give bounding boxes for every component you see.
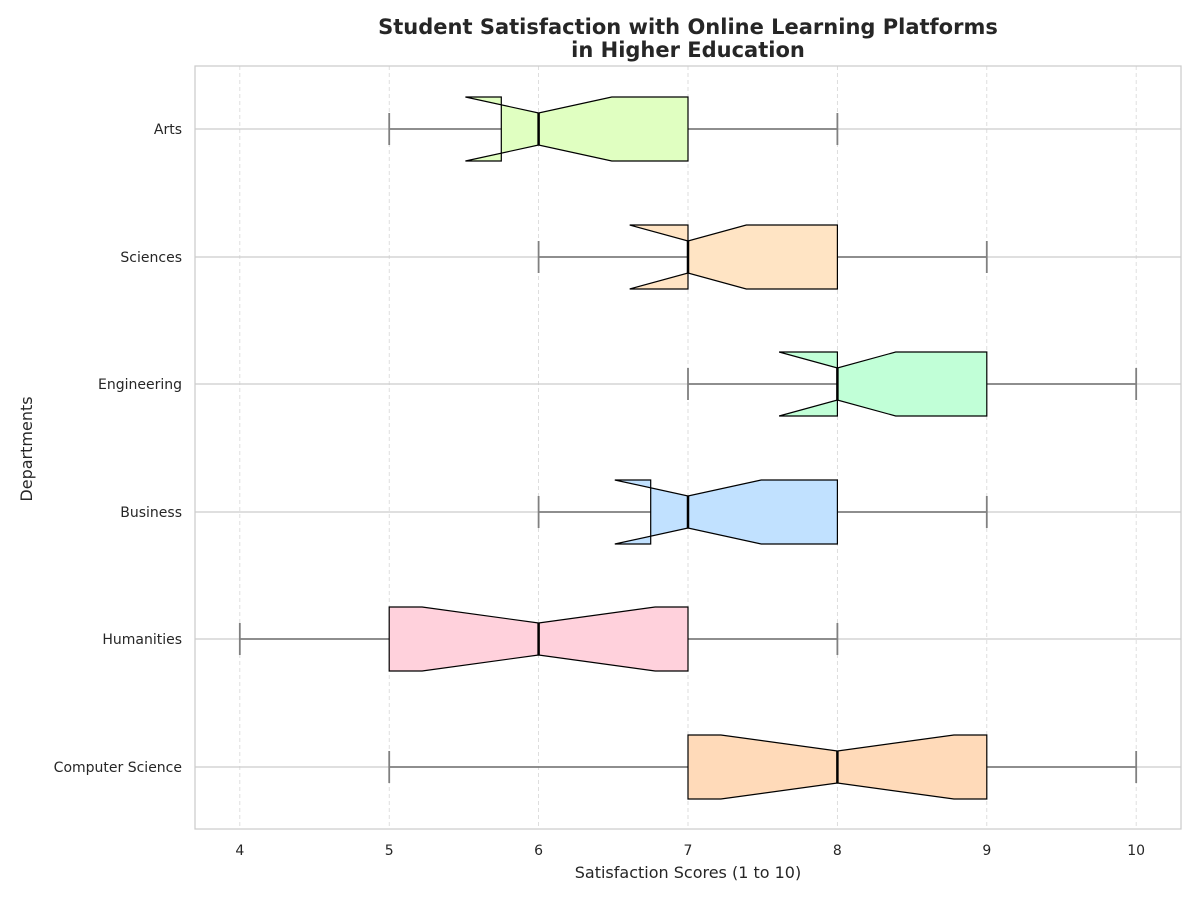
- box-sciences: [537, 224, 988, 290]
- box-engineering: [687, 351, 1138, 417]
- x-tick-label: 4: [235, 843, 244, 859]
- notched-box: [629, 224, 839, 290]
- y-tick-label: Business: [120, 505, 182, 521]
- x-tick-label: 7: [684, 843, 693, 859]
- notched-box: [614, 479, 839, 545]
- x-tick-label: 9: [982, 843, 991, 859]
- y-tick-label: Sciences: [120, 250, 182, 266]
- x-tick-label: 6: [534, 843, 543, 859]
- box-layer: [238, 96, 1138, 800]
- notched-box: [465, 96, 689, 162]
- grid-layer: [195, 66, 1181, 829]
- box-business: [537, 479, 988, 545]
- y-tick-label: Engineering: [98, 377, 182, 393]
- x-tick-label: 10: [1127, 843, 1145, 859]
- x-axis-label: Satisfaction Scores (1 to 10): [575, 863, 801, 882]
- box-humanities: [238, 606, 839, 672]
- y-tick-label: Arts: [154, 122, 182, 138]
- y-axis-label: Departments: [17, 396, 36, 501]
- x-tick-label: 5: [385, 843, 394, 859]
- y-tick-label: Humanities: [102, 632, 182, 648]
- y-tick-label: Computer Science: [54, 760, 182, 776]
- x-tick-label: 8: [833, 843, 842, 859]
- plot-frame: [194, 65, 1182, 830]
- notched-box: [778, 351, 988, 417]
- tick-layer: 4 5 6 7 8 9 10 Computer Science Humanities Busine…: [54, 122, 1145, 859]
- chart-title-line-1: Student Satisfaction with Online Learnin…: [378, 15, 998, 39]
- chart-title-line-2: in Higher Education: [571, 38, 805, 62]
- box-arts: [388, 96, 839, 162]
- box-computer-science: [388, 734, 1138, 800]
